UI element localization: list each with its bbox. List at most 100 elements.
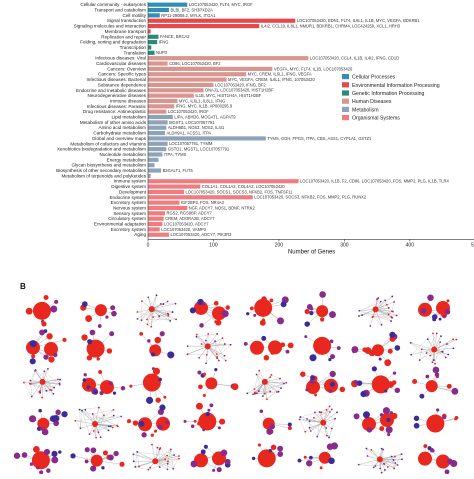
network-hub-node <box>377 456 383 462</box>
network-39 <box>358 448 403 474</box>
network-node <box>271 374 273 376</box>
network-node <box>230 344 232 346</box>
network-node <box>120 416 122 418</box>
network-node <box>326 409 328 411</box>
network-node <box>59 379 61 381</box>
legend-swatch-environmental-information-processing <box>342 82 349 87</box>
network-node <box>276 391 278 393</box>
network-node <box>331 428 333 430</box>
network-node <box>369 350 376 357</box>
network-37 <box>252 443 283 467</box>
gene-list-infectious-diseases-viral: LOC107053420, CCL4, IL1B, IL4I2, IFNG, C… <box>310 56 399 61</box>
network-edge <box>135 461 155 467</box>
network-node <box>307 304 313 310</box>
network-node <box>178 458 180 460</box>
network-hub-node <box>258 449 276 467</box>
network-node <box>387 381 394 388</box>
network-edge <box>271 375 280 379</box>
network-node <box>253 314 256 317</box>
network-node <box>330 382 335 387</box>
bar-neurodegenerative-diseases <box>148 94 194 98</box>
category-label-cellular-community-eukaryotes: Cellular community - eukaryotes <box>80 2 146 7</box>
category-label-circulatory-system: Circulatory system <box>108 216 146 221</box>
gene-list-folding-sorting-and-degradation: IFNG <box>159 40 169 45</box>
network-node <box>159 447 161 449</box>
network-node <box>393 372 396 375</box>
x-tick-label-0: 0 <box>147 242 150 248</box>
category-label-signal-transduction: Signal transduction <box>107 18 147 23</box>
network-node <box>221 450 228 457</box>
category-label-cancers-overview: Cancers: Overview <box>107 66 146 71</box>
network-node <box>264 355 270 361</box>
bar-excretory-system <box>148 227 160 231</box>
network-node <box>42 429 49 436</box>
network-node <box>281 301 287 307</box>
network-node <box>431 449 434 452</box>
network-node <box>305 388 308 391</box>
network-hub-node <box>205 377 217 389</box>
network-node <box>304 321 310 327</box>
network-node <box>46 468 50 472</box>
network-15 <box>351 332 400 366</box>
category-label-signaling-molecules-and-interaction: Signaling molecules and interaction <box>74 24 147 29</box>
network-node <box>309 420 311 422</box>
network-node <box>206 354 208 356</box>
gene-list-cardiovascular-diseases: CD86, LOC107053420, BF2 <box>169 61 221 66</box>
legend-swatch-cellular-processes <box>342 74 349 79</box>
network-node <box>100 436 102 438</box>
network-node <box>366 448 368 450</box>
gene-list-immune-system: LOC107053420, IL1B, F2, CD86, LOC1070534… <box>300 179 449 184</box>
network-node <box>394 462 396 464</box>
network-2 <box>80 301 117 328</box>
network-edge <box>135 452 137 467</box>
network-node <box>225 360 227 362</box>
gene-list-infectious-diseases-parasitic: IFNG, MYC, IL1B, AP000295.9 <box>176 104 233 109</box>
network-node <box>401 458 403 460</box>
category-label-transport-and-catabolism: Transport and catabolism <box>94 8 146 13</box>
network-node <box>87 339 92 344</box>
network-node <box>111 311 117 317</box>
bar-immune-system <box>148 179 299 183</box>
network-node <box>141 300 143 302</box>
network-25 <box>29 409 68 435</box>
network-node <box>201 449 206 454</box>
network-node <box>311 376 315 380</box>
network-node <box>320 411 322 413</box>
network-node <box>381 448 383 450</box>
network-node <box>372 366 377 371</box>
network-3 <box>137 294 177 327</box>
network-node <box>313 417 315 419</box>
network-node <box>383 407 390 414</box>
network-node <box>266 428 272 434</box>
network-node <box>139 332 143 336</box>
network-hub-node <box>250 341 264 355</box>
network-node <box>217 467 222 472</box>
bar-metabolism-of-terpenoids-and-polyketides <box>148 174 151 178</box>
network-19 <box>129 367 166 404</box>
network-node <box>455 339 457 341</box>
category-label-metabolism-of-terpenoids-and-polyketides: Metabolism of terpenoids and polyketides <box>61 173 146 178</box>
network-node <box>381 472 383 474</box>
gene-list-digestive-system: COL1A1, COL1A2, COL4A2, LOC107053420 <box>202 184 286 189</box>
network-node <box>159 466 161 468</box>
network-node <box>360 391 366 397</box>
network-14 <box>304 335 340 361</box>
network-node <box>264 393 266 395</box>
network-node <box>439 318 442 321</box>
network-edge <box>372 317 392 318</box>
network-node <box>216 333 218 335</box>
network-node <box>427 294 434 301</box>
network-node <box>58 450 61 453</box>
network-node <box>432 317 436 321</box>
network-node <box>300 371 305 376</box>
network-node <box>151 444 153 446</box>
network-node <box>165 421 169 425</box>
gene-list-cell-motility: RP11-290B9.2, MYLK, ITGA1 <box>161 13 216 18</box>
network-node <box>283 383 285 385</box>
network-node <box>134 466 136 468</box>
network-node <box>57 378 59 380</box>
network-node <box>92 413 94 415</box>
network-node <box>379 358 382 361</box>
bar-translation <box>148 51 155 55</box>
network-node <box>187 345 189 347</box>
